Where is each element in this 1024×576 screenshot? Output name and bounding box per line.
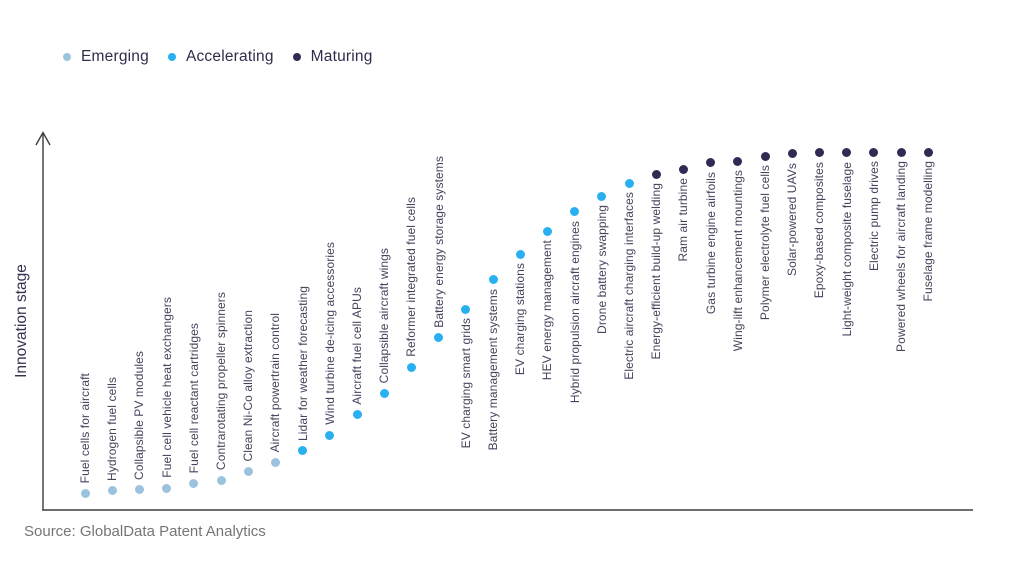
chart-point [842, 148, 852, 158]
chart-point [352, 410, 362, 420]
source-note: Source: GlobalData Patent Analytics [24, 523, 266, 540]
chart-point-label: Wind turbine de-icing accessories [322, 242, 337, 426]
legend-item-emerging: Emerging [63, 48, 149, 66]
chart-point [107, 486, 117, 496]
chart-legend: Emerging Accelerating Maturing [63, 48, 373, 66]
chart-point-label: Clean Ni-Co alloy extraction [241, 310, 256, 462]
chart-point [515, 249, 525, 259]
accelerating-dot-icon [167, 53, 176, 61]
chart-point-label: Energy-efficient build-up welding [649, 183, 664, 360]
chart-point-label: Hybrid propulsion aircraft engines [567, 220, 582, 404]
chart-point [651, 169, 661, 179]
chart-point [678, 164, 688, 174]
legend-label-maturing: Maturing [310, 48, 373, 65]
chart-point-label: HEV energy management [540, 240, 555, 381]
chart-point [542, 226, 552, 236]
chart-point [814, 148, 824, 158]
chart-point-label: Electric pump drives [866, 161, 881, 272]
chart-point-label: Fuel cells for aircraft [78, 372, 92, 484]
chart-point-label: Reformer integrated fuel cells [404, 197, 419, 358]
emerging-dot-icon [63, 53, 71, 61]
chart-point-label: Collapsible aircraft wings [377, 247, 392, 383]
maturing-dot-icon [292, 53, 301, 61]
chart-point [597, 191, 607, 201]
chart-point [325, 430, 335, 440]
chart-point [488, 275, 498, 285]
chart-point-label: Hydrogen fuel cells [105, 376, 120, 481]
chart-point-label: Ram air turbine [676, 178, 691, 262]
chart-point [406, 362, 416, 372]
chart-point-label: Wing-lift enhancement mountings [730, 170, 745, 352]
chart-point-label: Polymer electrolyte fuel cells [758, 165, 772, 321]
chart-point [706, 158, 716, 168]
y-axis-label: Innovation stage [13, 264, 30, 378]
chart-point-label: Aircraft powertrain control [268, 312, 283, 453]
chart-point-label: Epoxy-based composites [812, 161, 827, 299]
chart-point [733, 156, 743, 166]
chart-point [134, 485, 144, 495]
chart-point [869, 147, 879, 157]
chart-point [298, 446, 308, 456]
chart-point [270, 457, 280, 467]
chart-point [162, 483, 172, 493]
chart-point-label: Drone battery swapping [594, 205, 609, 335]
chart-point-label: Fuel cell vehicle heat exchangers [159, 297, 174, 479]
chart-point-label: Lidar for weather forecasting [295, 285, 310, 441]
chart-point-label: EV charging smart grids [458, 318, 473, 449]
legend-item-maturing: Maturing [292, 48, 373, 66]
chart-point-label: Electric aircraft charging interfaces [622, 192, 636, 380]
chart-point [379, 388, 389, 398]
chart-point-label: Battery energy storage systems [431, 156, 446, 328]
chart-point [787, 149, 797, 159]
legend-label-accelerating: Accelerating [185, 48, 274, 65]
chart-point-label: EV charging stations [513, 263, 528, 376]
chart-point [80, 488, 90, 498]
chart-point-label: Fuel cell reactant cartridges [186, 322, 201, 473]
chart-point-label: Fuselage frame modelling [921, 161, 936, 302]
chart-point-label: Battery management systems [486, 288, 500, 451]
chart-point [243, 467, 253, 477]
chart-point [434, 333, 444, 343]
legend-label-emerging: Emerging [81, 48, 149, 65]
chart-point [216, 475, 226, 485]
chart-point [896, 147, 906, 157]
chart-point-label: Contrarotating propeller spinners [214, 292, 228, 471]
chart-point-label: Collapsible PV modules [132, 350, 147, 480]
chart-point [624, 178, 634, 188]
chart-point-label: Gas turbine engine airfoils [703, 171, 718, 315]
chart-point [461, 304, 471, 314]
chart-point [760, 151, 770, 161]
chart-point [923, 147, 933, 157]
chart-point-label: Powered wheels for aircraft landing [894, 161, 908, 353]
chart-point-label: Light-weight composite fuselage [839, 161, 854, 337]
y-axis-arrow-icon [35, 131, 51, 146]
chart-point [189, 478, 199, 488]
legend-item-accelerating: Accelerating [167, 48, 274, 66]
chart-point-label: Solar-powered UAVs [785, 162, 800, 276]
chart-point [570, 207, 580, 217]
chart-point-label: Aircraft fuel cell APUs [350, 287, 364, 405]
